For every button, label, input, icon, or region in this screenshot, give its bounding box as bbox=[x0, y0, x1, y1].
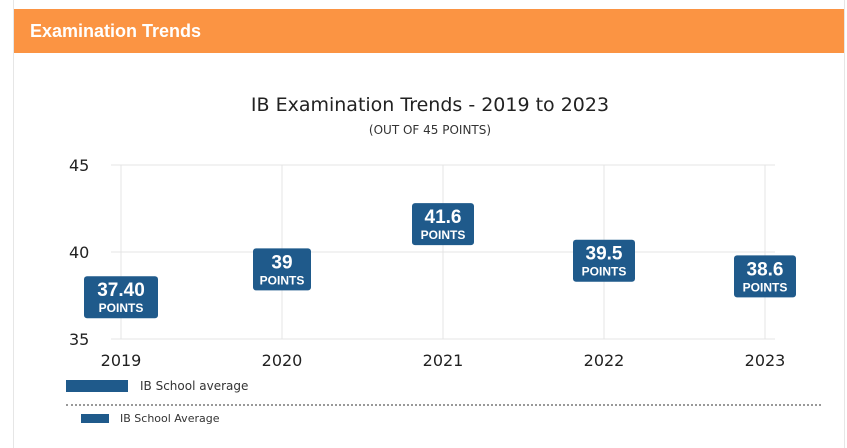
x-tick-label: 2022 bbox=[584, 351, 625, 370]
data-value-label: 38.6 bbox=[747, 259, 784, 280]
examination-trends-panel: Examination Trends IB Examination Trends… bbox=[13, 0, 845, 448]
data-value-label: 39 bbox=[271, 252, 292, 273]
data-unit-label: POINTS bbox=[260, 273, 305, 287]
chart-title: IB Examination Trends - 2019 to 2023 bbox=[250, 94, 610, 116]
y-tick-label: 40 bbox=[69, 243, 89, 262]
x-tick-label: 2020 bbox=[262, 351, 303, 370]
x-tick-label: 2019 bbox=[101, 351, 142, 370]
panel-header: Examination Trends bbox=[14, 9, 844, 53]
y-tick-label: 45 bbox=[69, 156, 89, 175]
data-unit-label: POINTS bbox=[743, 280, 788, 294]
legend-swatch-small bbox=[81, 414, 109, 423]
data-value-label: 39.5 bbox=[586, 244, 623, 265]
data-unit-label: POINTS bbox=[582, 265, 627, 279]
legend-swatch bbox=[66, 380, 128, 392]
legend-item-primary[interactable]: IB School average bbox=[66, 379, 248, 393]
data-value-label: 41.6 bbox=[425, 207, 462, 228]
legend-divider bbox=[66, 404, 821, 406]
legend-item-secondary[interactable]: IB School Average bbox=[81, 412, 219, 425]
data-point-box bbox=[734, 255, 796, 298]
x-tick-label: 2021 bbox=[423, 351, 464, 370]
legend-label: IB School average bbox=[140, 379, 249, 393]
y-tick-label: 35 bbox=[69, 330, 89, 349]
data-unit-label: POINTS bbox=[421, 228, 466, 242]
legend-label-small: IB School Average bbox=[120, 412, 220, 425]
data-point-box bbox=[84, 276, 158, 319]
x-tick-label: 2023 bbox=[745, 351, 786, 370]
data-point-box bbox=[573, 239, 635, 282]
data-value-label: 37.40 bbox=[97, 280, 145, 301]
data-point-box bbox=[253, 248, 311, 291]
data-unit-label: POINTS bbox=[99, 301, 144, 315]
chart-subtitle: (OUT OF 45 POINTS) bbox=[368, 123, 492, 137]
data-point-box bbox=[412, 203, 474, 246]
